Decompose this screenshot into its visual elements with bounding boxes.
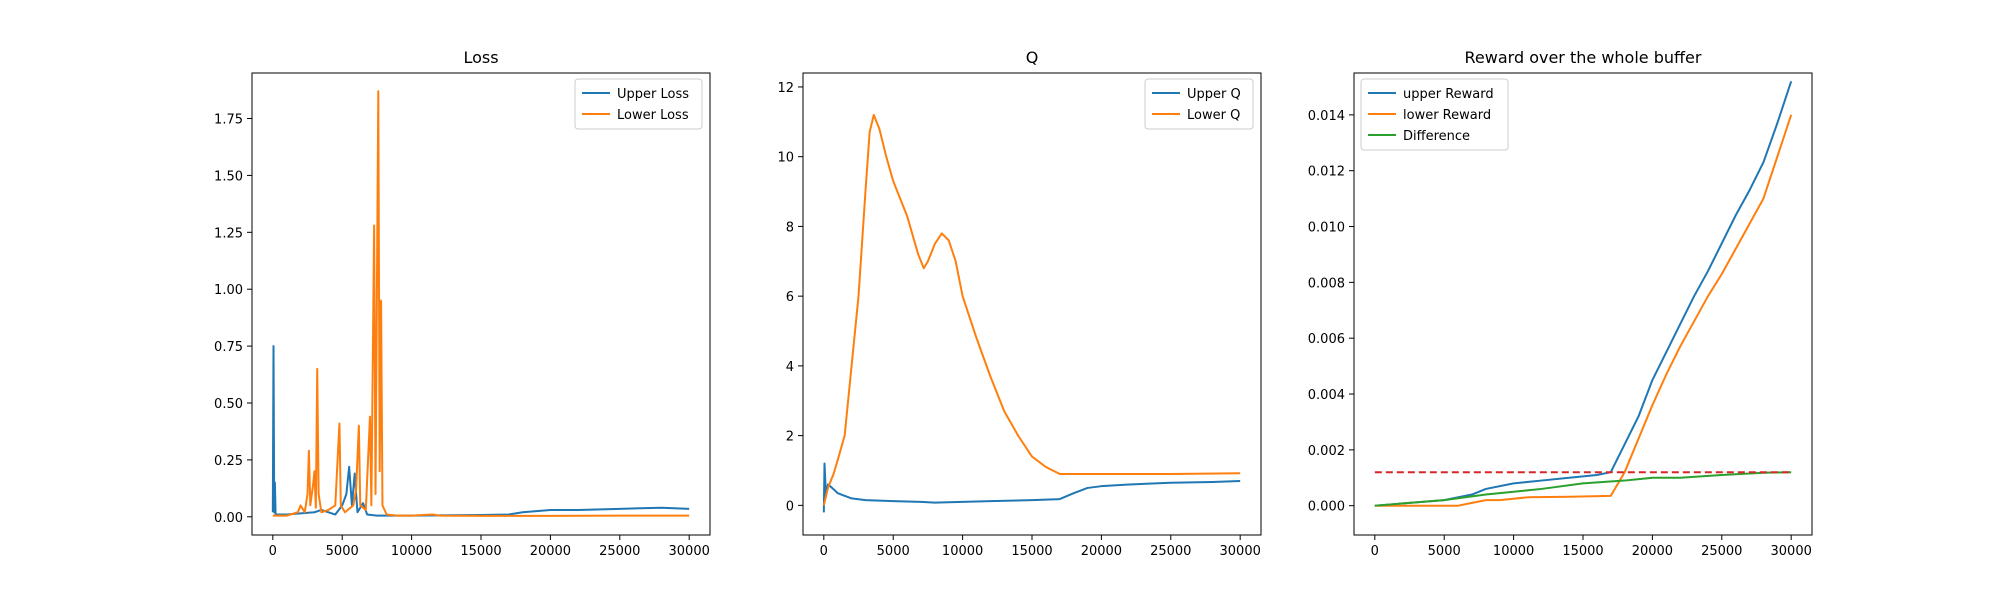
series-group <box>1374 81 1793 507</box>
x-tick-label: 15000 <box>1562 544 1603 559</box>
x-tick-label: 20000 <box>1632 544 1673 559</box>
x-tick-label: 15000 <box>1011 544 1052 559</box>
plot-frame <box>802 72 1262 536</box>
y-tick-label: 0.002 <box>1308 444 1345 459</box>
y-tick-label: 0.006 <box>1308 332 1345 347</box>
x-tick-label: 25000 <box>599 544 640 559</box>
y-tick-label: 0.00 <box>214 511 243 526</box>
chart-panel-0: Loss 0 5000 10000 15000 20000 25000 30000 0.00 0.… <box>214 48 711 559</box>
legend-box <box>574 78 703 130</box>
legend-box <box>1144 78 1254 130</box>
legend-entry: Lower Loss <box>617 108 689 123</box>
y-tick-label: 0.008 <box>1308 276 1345 291</box>
x-tick-label: 10000 <box>1493 544 1534 559</box>
y-tick-label: 0.000 <box>1308 500 1345 515</box>
legend-entry: Difference <box>1403 129 1470 144</box>
x-tick-label: 30000 <box>1220 544 1261 559</box>
series-group <box>822 113 1241 513</box>
series-line-upper-reward <box>1374 81 1793 507</box>
y-tick-label: 4 <box>786 360 794 375</box>
x-tick-label: 20000 <box>530 544 571 559</box>
y-tick-label: 2 <box>786 430 794 445</box>
series-line-lower-reward <box>1374 114 1793 507</box>
series-line-difference <box>1374 471 1792 507</box>
y-tick-label: 0.010 <box>1308 221 1345 236</box>
legend-entry: Upper Loss <box>617 87 689 102</box>
plot-frame <box>251 72 711 536</box>
x-tick-label: 30000 <box>669 544 710 559</box>
chart-title: Reward over the whole buffer <box>1465 48 1702 67</box>
series-group <box>271 90 690 517</box>
x-tick-label: 15000 <box>460 544 501 559</box>
legend-entry: Upper Q <box>1187 87 1241 102</box>
y-tick-label: 1.25 <box>214 226 243 241</box>
y-tick-label: 1.50 <box>214 169 243 184</box>
chart-panel-1: Q 0 5000 10000 15000 20000 25000 30000 0 2 4 6 8 10 12… <box>777 48 1262 559</box>
x-tick-label: 25000 <box>1701 544 1742 559</box>
x-tick-label: 0 <box>269 544 277 559</box>
y-tick-label: 8 <box>786 220 794 235</box>
y-tick-label: 0.75 <box>214 340 243 355</box>
legend-entry: upper Reward <box>1403 87 1494 102</box>
y-tick-label: 1.00 <box>214 283 243 298</box>
y-tick-label: 0.25 <box>214 454 243 469</box>
x-tick-label: 0 <box>1371 544 1379 559</box>
x-tick-label: 10000 <box>391 544 432 559</box>
x-tick-label: 25000 <box>1150 544 1191 559</box>
y-tick-label: 10 <box>777 151 794 166</box>
series-line-upper-loss <box>271 345 690 517</box>
y-tick-label: 12 <box>777 81 794 96</box>
legend-entry: Lower Q <box>1187 108 1240 123</box>
legend: upper Reward lower Reward Difference <box>1360 78 1509 151</box>
y-tick-label: 0.004 <box>1308 388 1345 403</box>
series-line-lower-loss <box>272 90 690 517</box>
series-line-lower-q <box>822 113 1241 506</box>
x-tick-label: 30000 <box>1771 544 1812 559</box>
series-line-upper-q <box>822 462 1241 513</box>
x-tick-label: 5000 <box>877 544 910 559</box>
legend: Upper Q Lower Q <box>1144 78 1254 130</box>
x-tick-label: 5000 <box>326 544 359 559</box>
y-tick-label: 0.50 <box>214 397 243 412</box>
legend-entry: lower Reward <box>1403 108 1491 123</box>
x-tick-label: 0 <box>820 544 828 559</box>
y-tick-label: 0.012 <box>1308 165 1345 180</box>
legend: Upper Loss Lower Loss <box>574 78 703 130</box>
y-tick-label: 0.014 <box>1308 109 1345 124</box>
y-tick-label: 6 <box>786 290 794 305</box>
y-tick-label: 0 <box>786 499 794 514</box>
y-tick-label: 1.75 <box>214 113 243 128</box>
chart-panel-2: Reward over the whole buffer 0 5000 10000 15… <box>1308 48 1813 559</box>
x-tick-label: 10000 <box>942 544 983 559</box>
x-tick-label: 20000 <box>1081 544 1122 559</box>
x-tick-label: 5000 <box>1428 544 1461 559</box>
chart-title: Q <box>1026 48 1039 67</box>
chart-title: Loss <box>463 48 498 67</box>
legend-box <box>1360 78 1509 151</box>
